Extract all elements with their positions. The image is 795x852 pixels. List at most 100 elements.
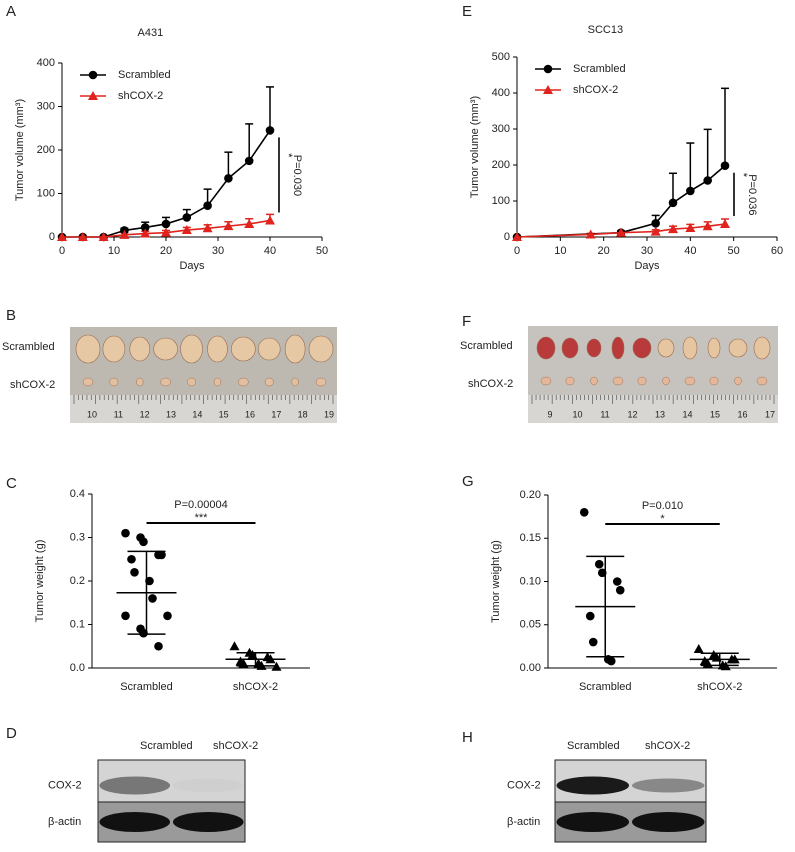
y-tick-label: 0.05 [520,619,541,631]
tumor [180,334,203,364]
tumor [291,377,299,387]
row-label: shCOX-2 [10,379,55,391]
tumor [75,334,101,364]
y-tick-label: 0 [504,231,510,243]
band-label: COX-2 [48,779,82,791]
lane-label: shCOX-2 [213,740,258,752]
ruler-number: 11 [600,409,609,419]
ruler-number: 14 [682,409,692,419]
significance-stars: *** [195,512,209,524]
y-axis-label: Tumor weight (g) [34,540,46,623]
tumor [756,376,768,386]
y-tick-label: 0.00 [520,662,541,674]
tumor [102,335,126,363]
tumor [109,377,119,387]
tumor [637,376,647,386]
marker [651,219,660,228]
y-tick-label: 0.4 [70,488,85,500]
tumor [707,337,721,359]
tumor [728,338,748,358]
band [99,776,171,795]
significance-stars: * [282,153,294,158]
tumor [264,377,274,387]
y-tick-label: 0.3 [70,531,85,543]
marker [57,232,67,241]
y-tick-label: 500 [492,51,510,63]
y-tick-label: 0.20 [520,489,541,501]
marker [720,161,730,171]
ruler-number: 10 [572,409,582,419]
y-tick-label: 200 [492,159,510,171]
band-label: β-actin [48,816,81,828]
marker [615,585,625,595]
y-tick-label: 0.1 [70,618,85,630]
ruler-number: 16 [245,409,255,419]
ruler-number: 12 [627,409,637,419]
marker [271,661,282,671]
y-tick-label: 0.2 [70,575,85,587]
band [172,812,244,832]
tumor [657,338,675,358]
tumor [308,335,334,363]
marker [163,611,172,621]
ruler-number: 14 [192,409,202,419]
marker [597,568,607,578]
marker [148,594,157,603]
lane-label: shCOX-2 [645,740,690,752]
marker [616,227,626,237]
marker [585,229,596,239]
marker [585,611,595,621]
marker [157,550,166,560]
tumor [632,337,652,359]
marker [203,201,212,210]
marker [161,227,171,237]
marker [88,91,98,100]
marker [181,225,192,235]
x-tick-label: shCOX-2 [233,681,278,693]
row-label: shCOX-2 [468,378,513,390]
lane-label: Scrambled [567,740,620,752]
band [556,812,629,832]
x-tick-label: 50 [728,245,740,257]
y-tick-label: 200 [37,144,55,156]
marker [512,232,522,241]
ruler-number: 18 [298,409,308,419]
marker [161,219,171,229]
chart-title: SCC13 [588,24,623,36]
marker [579,508,589,517]
ruler-number: 13 [655,409,665,419]
marker [612,577,622,586]
y-tick-label: 0.10 [520,575,541,587]
row-label: Scrambled [2,341,55,353]
y-axis-label: Tumor volume (mm³) [469,96,481,198]
tumor [734,376,742,386]
ruler-number: 17 [271,409,281,419]
tumor [611,336,625,360]
x-tick-label: 60 [771,245,783,257]
tumor [561,337,579,359]
marker [668,224,678,234]
marker [202,223,213,233]
tumor [213,377,222,387]
ruler-number: 9 [547,409,552,419]
p-value: P=0.00004 [174,499,228,511]
tumor [187,377,197,387]
ruler-number: 13 [166,409,176,419]
marker [119,229,130,239]
band-label: β-actin [507,816,540,828]
marker [594,559,604,569]
marker [588,637,598,647]
marker [130,568,139,577]
marker [668,198,678,208]
ruler-number: 16 [737,409,747,419]
y-tick-label: 0.15 [520,532,541,544]
p-value: P=0.036 [746,174,758,215]
band [172,778,244,793]
ruler-number: 15 [710,409,720,419]
marker [98,232,109,241]
y-axis-label: Tumor volume (mm³) [14,99,26,201]
marker [702,221,713,231]
marker [686,186,695,196]
tumor [129,336,151,362]
marker [139,628,148,638]
